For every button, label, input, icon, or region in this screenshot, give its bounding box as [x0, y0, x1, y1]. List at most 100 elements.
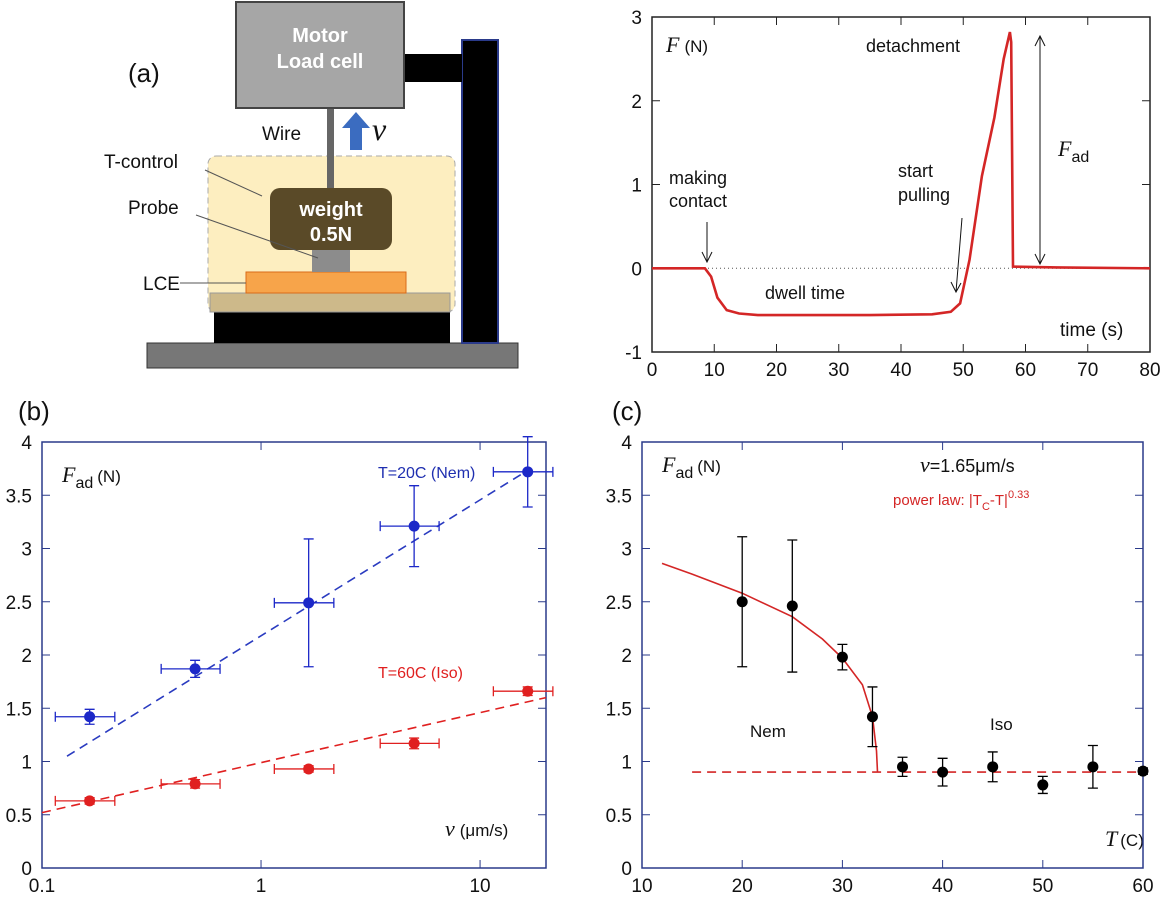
y-tick-label: 0.5 [6, 806, 32, 827]
annotation: pulling [898, 185, 950, 205]
base-plate [147, 343, 518, 368]
y-axis-label: Fad(N) [61, 462, 121, 492]
x-tick-label: 30 [832, 876, 853, 897]
velocity-arrow [342, 112, 370, 150]
panel-label: (c) [612, 396, 642, 426]
x-tick-label: 10 [704, 360, 725, 381]
lce-sample [246, 272, 406, 293]
x-tick-label: 0.1 [29, 876, 55, 897]
y-axis-label: Fad(N) [661, 452, 721, 482]
y-tick-label: 4 [621, 433, 632, 454]
fit-line [42, 698, 546, 813]
y-tick-label: 1 [621, 753, 632, 774]
data-point [522, 466, 533, 477]
x-tick-label: 50 [1032, 876, 1053, 897]
power-law-label: power law: |TC-T|0.33 [893, 489, 1029, 513]
probe-label: Probe [128, 198, 179, 219]
y-tick-label: -1 [625, 343, 642, 364]
data-point [737, 596, 748, 607]
annotation: contact [669, 191, 727, 211]
motor-label: Load cell [277, 51, 364, 73]
x-tick-label: 60 [1015, 360, 1036, 381]
data-point [84, 711, 95, 722]
data-point [987, 761, 998, 772]
data-point [522, 686, 533, 697]
wire-label: Wire [262, 124, 301, 145]
velocity-label: v [372, 111, 387, 147]
data-point [190, 663, 201, 674]
y-tick-label: 1.5 [606, 699, 632, 720]
heater-layer [210, 293, 450, 312]
annotation: dwell time [765, 283, 845, 303]
x-axis-label: time (s) [1060, 320, 1123, 341]
data-point [190, 778, 201, 789]
data-point [303, 597, 314, 608]
y-tick-label: 0 [621, 859, 632, 880]
y-tick-label: 1.5 [6, 699, 32, 720]
data-point [303, 763, 314, 774]
y-tick-label: 2 [621, 646, 632, 667]
data-point [409, 738, 420, 749]
region-label: Nem [750, 722, 786, 741]
data-point [897, 761, 908, 772]
setup-diagram: (a) Motor Load cell Wire v T-control Pro… [104, 2, 518, 368]
y-tick-label: 3 [21, 540, 32, 561]
y-tick-label: 2 [21, 646, 32, 667]
y-tick-label: 0.5 [606, 806, 632, 827]
x-tick-label: 80 [1139, 360, 1160, 381]
x-tick-label: 10 [631, 876, 652, 897]
y-tick-label: 1 [631, 176, 642, 197]
t-control-label: T-control [104, 152, 178, 173]
wire [327, 108, 334, 190]
annotation-arrows [702, 36, 1045, 292]
panel-label: (a) [128, 58, 160, 88]
figure: (a) Motor Load cell Wire v T-control Pro… [0, 0, 1175, 899]
y-tick-label: 4 [21, 433, 32, 454]
series-label: T=60C (Iso) [378, 665, 463, 682]
y-tick-label: 2.5 [606, 593, 632, 614]
x-tick-label: 0 [647, 360, 658, 381]
annotation: Fad [1057, 136, 1089, 166]
data-point [867, 711, 878, 722]
motor-label: Motor [292, 25, 348, 47]
data-point [837, 652, 848, 663]
x-tick-label: 50 [953, 360, 974, 381]
y-tick-label: 3 [621, 540, 632, 561]
x-axis-label: T(C) [1105, 826, 1144, 851]
x-tick-label: 70 [1077, 360, 1098, 381]
data-point [1138, 766, 1149, 777]
y-tick-label: 1 [21, 753, 32, 774]
y-tick-label: 3.5 [6, 486, 32, 507]
arrow [951, 218, 962, 292]
x-tick-label: 30 [828, 360, 849, 381]
plot-frame [42, 442, 546, 868]
y-tick-label: 2 [631, 92, 642, 113]
annotation: making [669, 168, 727, 188]
probe [312, 250, 350, 272]
data-point [1087, 761, 1098, 772]
arrow [702, 222, 712, 262]
fit-line [67, 469, 531, 757]
x-tick-label: 60 [1132, 876, 1153, 897]
y-tick-label: 0 [631, 259, 642, 280]
y-tick-label: 2.5 [6, 593, 32, 614]
x-axis-label: v(μm/s) [445, 816, 508, 841]
data-point [409, 521, 420, 532]
region-label: Iso [990, 715, 1013, 734]
column [462, 40, 498, 343]
annotation: detachment [866, 36, 960, 56]
arrow [1035, 36, 1045, 264]
panel-label: (b) [18, 396, 50, 426]
x-tick-label: 40 [890, 360, 911, 381]
data-point [937, 767, 948, 778]
x-tick-label: 20 [766, 360, 787, 381]
x-tick-label: 20 [732, 876, 753, 897]
data-point [1037, 779, 1048, 790]
annotation: start [898, 161, 933, 181]
y-tick-label: 3 [631, 8, 642, 29]
y-tick-label: 3.5 [606, 486, 632, 507]
series-label: T=20C (Nem) [378, 465, 475, 482]
arm [404, 54, 462, 82]
x-tick-label: 40 [932, 876, 953, 897]
data-point [84, 795, 95, 806]
